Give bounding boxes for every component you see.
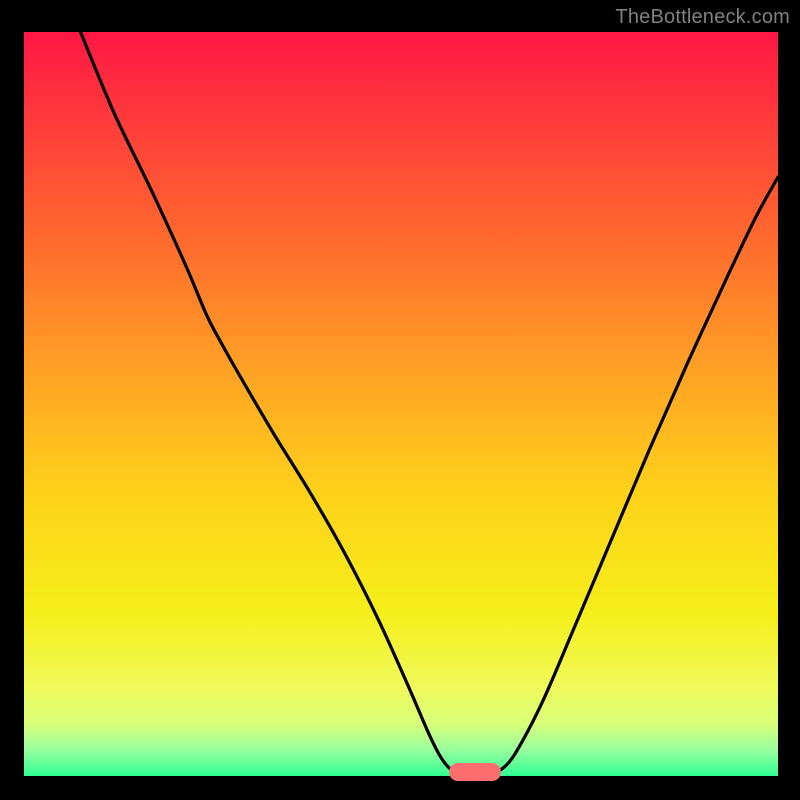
bottleneck-chart: TheBottleneck.com [0,0,800,800]
bottleneck-curve [24,32,778,776]
plot-area [24,32,778,776]
optimal-marker [449,763,501,781]
watermark-text: TheBottleneck.com [615,6,790,29]
